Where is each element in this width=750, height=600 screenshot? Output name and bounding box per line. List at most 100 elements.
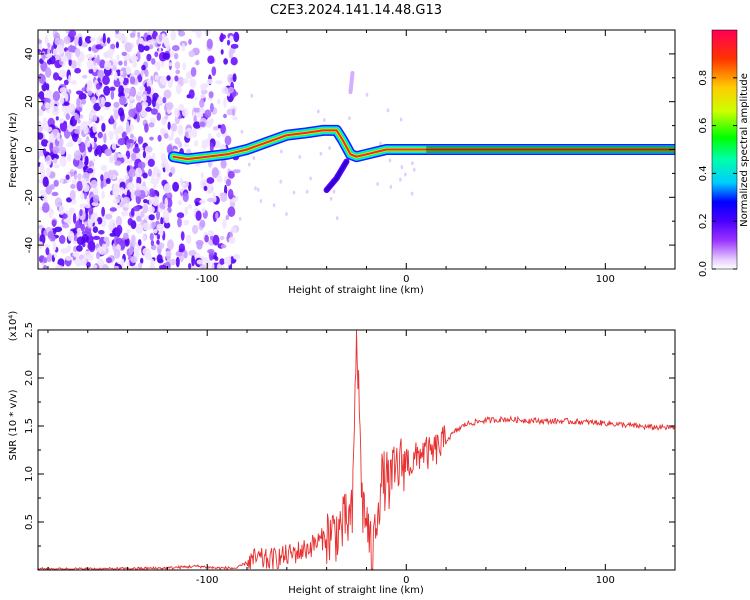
noise-speck [87, 58, 94, 70]
noise-speck [67, 45, 76, 53]
noise-speck [62, 213, 68, 219]
y-tick-label: -40 [24, 237, 35, 253]
noise-speck [194, 140, 199, 147]
noise-speck [250, 93, 254, 98]
spectrogram-plot [38, 30, 675, 269]
noise-speck [97, 258, 104, 267]
noise-speck [63, 79, 69, 86]
noise-speck [225, 178, 232, 187]
noise-speck [118, 85, 124, 96]
noise-speck [136, 113, 140, 123]
noise-speck [159, 264, 167, 269]
noise-speck [58, 235, 66, 244]
noise-speck [51, 219, 57, 227]
noise-speck [190, 67, 197, 77]
noise-speck [92, 123, 97, 133]
noise-speck [47, 231, 55, 239]
noise-speck [175, 256, 180, 268]
noise-speck [121, 131, 127, 139]
noise-speck [196, 112, 204, 118]
noise-speck [93, 114, 98, 122]
noise-speck [55, 265, 64, 269]
noise-speck [225, 214, 229, 221]
noise-speck [148, 30, 153, 35]
noise-speck [166, 75, 171, 81]
noise-speck [74, 67, 81, 74]
spectrogram-x-label: Height of straight line (km) [288, 285, 424, 296]
noise-speck [240, 129, 244, 134]
colorbar-tick-label: 0.0 [698, 261, 709, 277]
noise-speck [216, 175, 223, 183]
upper-blip [348, 71, 355, 95]
noise-speck [142, 203, 149, 214]
noise-speck [44, 93, 48, 99]
noise-speck [42, 202, 50, 213]
noise-speck [38, 43, 43, 49]
noise-speck [142, 247, 151, 256]
noise-speck [130, 256, 138, 264]
noise-speck [109, 50, 114, 56]
noise-speck [165, 101, 174, 111]
noise-speck [38, 132, 44, 140]
noise-speck [80, 223, 86, 232]
noise-speck [92, 235, 101, 240]
noise-speck [157, 134, 162, 142]
noise-speck [143, 45, 150, 51]
noise-speck [223, 97, 227, 108]
noise-speck [124, 237, 130, 247]
noise-speck [83, 192, 88, 200]
noise-speck [404, 172, 407, 177]
noise-speck [137, 245, 142, 251]
noise-speck [137, 161, 146, 170]
noise-speck [126, 139, 134, 144]
noise-speck [188, 89, 195, 99]
noise-speck [141, 101, 149, 107]
noise-speck [136, 90, 144, 97]
snr-panel: -100 0 100 0.5 1.0 1.5 2.0 2.5 Height of straig… [8, 311, 676, 596]
noise-speck [101, 190, 105, 200]
noise-speck [309, 176, 312, 181]
noise-speck [232, 73, 237, 83]
noise-speck [77, 119, 81, 124]
y-tick-label: 2.5 [24, 322, 35, 338]
noise-speck [348, 116, 351, 121]
noise-speck [45, 247, 50, 256]
noise-speck [135, 167, 143, 178]
noise-speck [92, 158, 96, 163]
noise-speck [123, 232, 129, 240]
noise-speck [131, 265, 140, 269]
noise-speck [38, 48, 42, 53]
noise-speck [160, 216, 164, 226]
noise-speck [57, 44, 64, 55]
noise-speck [46, 83, 50, 91]
noise-speck [227, 206, 236, 217]
noise-speck [38, 224, 44, 230]
noise-speck [180, 231, 185, 241]
x-tick-label: 0 [403, 575, 409, 586]
noise-speck [116, 126, 124, 134]
noise-speck [157, 96, 163, 105]
noise-speck [106, 37, 111, 44]
noise-speck [68, 30, 77, 37]
noise-speck [76, 97, 81, 109]
noise-speck [87, 90, 93, 96]
noise-speck [116, 54, 120, 61]
noise-speck [63, 101, 70, 106]
noise-speck [80, 192, 85, 200]
noise-speck [140, 186, 148, 191]
noise-speck [48, 133, 55, 143]
noise-speck [174, 61, 181, 70]
noise-speck [122, 206, 129, 211]
noise-speck [188, 263, 192, 269]
noise-speck [151, 221, 157, 229]
noise-speck [188, 38, 192, 45]
y-tick-label: 20 [24, 95, 35, 108]
noise-speck [99, 59, 106, 69]
noise-speck [59, 147, 66, 155]
noise-speck [100, 174, 104, 182]
noise-speck [212, 192, 216, 200]
noise-speck [60, 55, 68, 63]
noise-speck [119, 76, 124, 83]
noise-speck [259, 199, 263, 204]
noise-speck [219, 258, 225, 265]
